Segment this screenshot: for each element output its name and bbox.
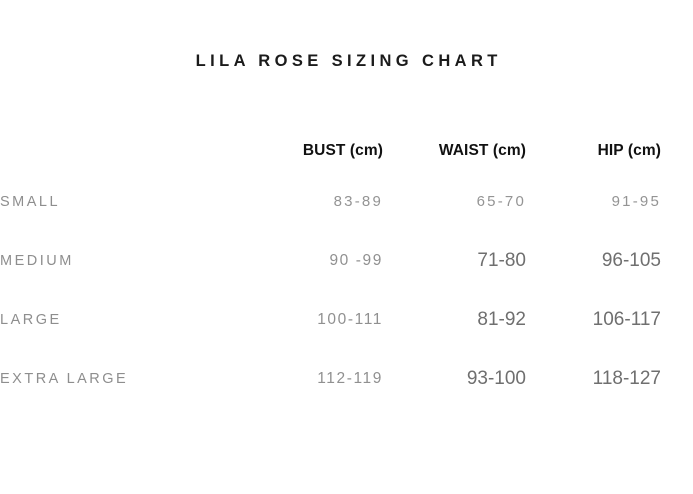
bust-value-small: 83-89 — [333, 193, 383, 210]
column-header-bust: BUST (cm) — [302, 142, 383, 159]
row-spacer — [661, 172, 693, 231]
hip-value-extra-large: 118-127 — [592, 367, 661, 389]
waist-value-large: 81-92 — [477, 308, 526, 330]
row-spacer — [661, 349, 693, 408]
waist-value-extra-large: 93-100 — [466, 367, 526, 389]
table-row: SMALL 83-89 65-70 91-95 — [0, 172, 693, 231]
column-header-hip: HIP (cm) — [597, 142, 661, 159]
bust-value-medium: 90 -99 — [329, 251, 383, 269]
waist-value-medium: 71-80 — [477, 249, 526, 271]
size-label-large: LARGE — [0, 311, 62, 328]
row-spacer — [661, 290, 693, 349]
bust-value-extra-large: 112-119 — [317, 369, 383, 387]
table-row: EXTRA LARGE 112-119 93-100 118-127 — [0, 349, 693, 408]
hip-value-large: 106-117 — [592, 308, 661, 330]
hip-value-medium: 96-105 — [601, 249, 661, 271]
waist-value-small: 65-70 — [476, 193, 526, 210]
page-title: LILA ROSE SIZING CHART — [195, 52, 502, 70]
column-header-waist: WAIST (cm) — [438, 142, 526, 159]
bust-value-large: 100-111 — [317, 310, 383, 328]
size-label-small: SMALL — [0, 193, 61, 210]
size-label-extra-large: EXTRA LARGE — [0, 370, 129, 387]
size-label-medium: MEDIUM — [0, 252, 74, 269]
column-header-spacer — [661, 130, 693, 172]
sizing-table: BUST (cm) WAIST (cm) HIP (cm) SMALL 83-8… — [0, 130, 693, 408]
row-spacer — [661, 231, 693, 290]
column-header-size — [0, 130, 233, 172]
hip-value-small: 91-95 — [611, 193, 661, 210]
table-header-row: BUST (cm) WAIST (cm) HIP (cm) — [0, 130, 693, 172]
table-row: MEDIUM 90 -99 71-80 96-105 — [0, 231, 693, 290]
table-row: LARGE 100-111 81-92 106-117 — [0, 290, 693, 349]
